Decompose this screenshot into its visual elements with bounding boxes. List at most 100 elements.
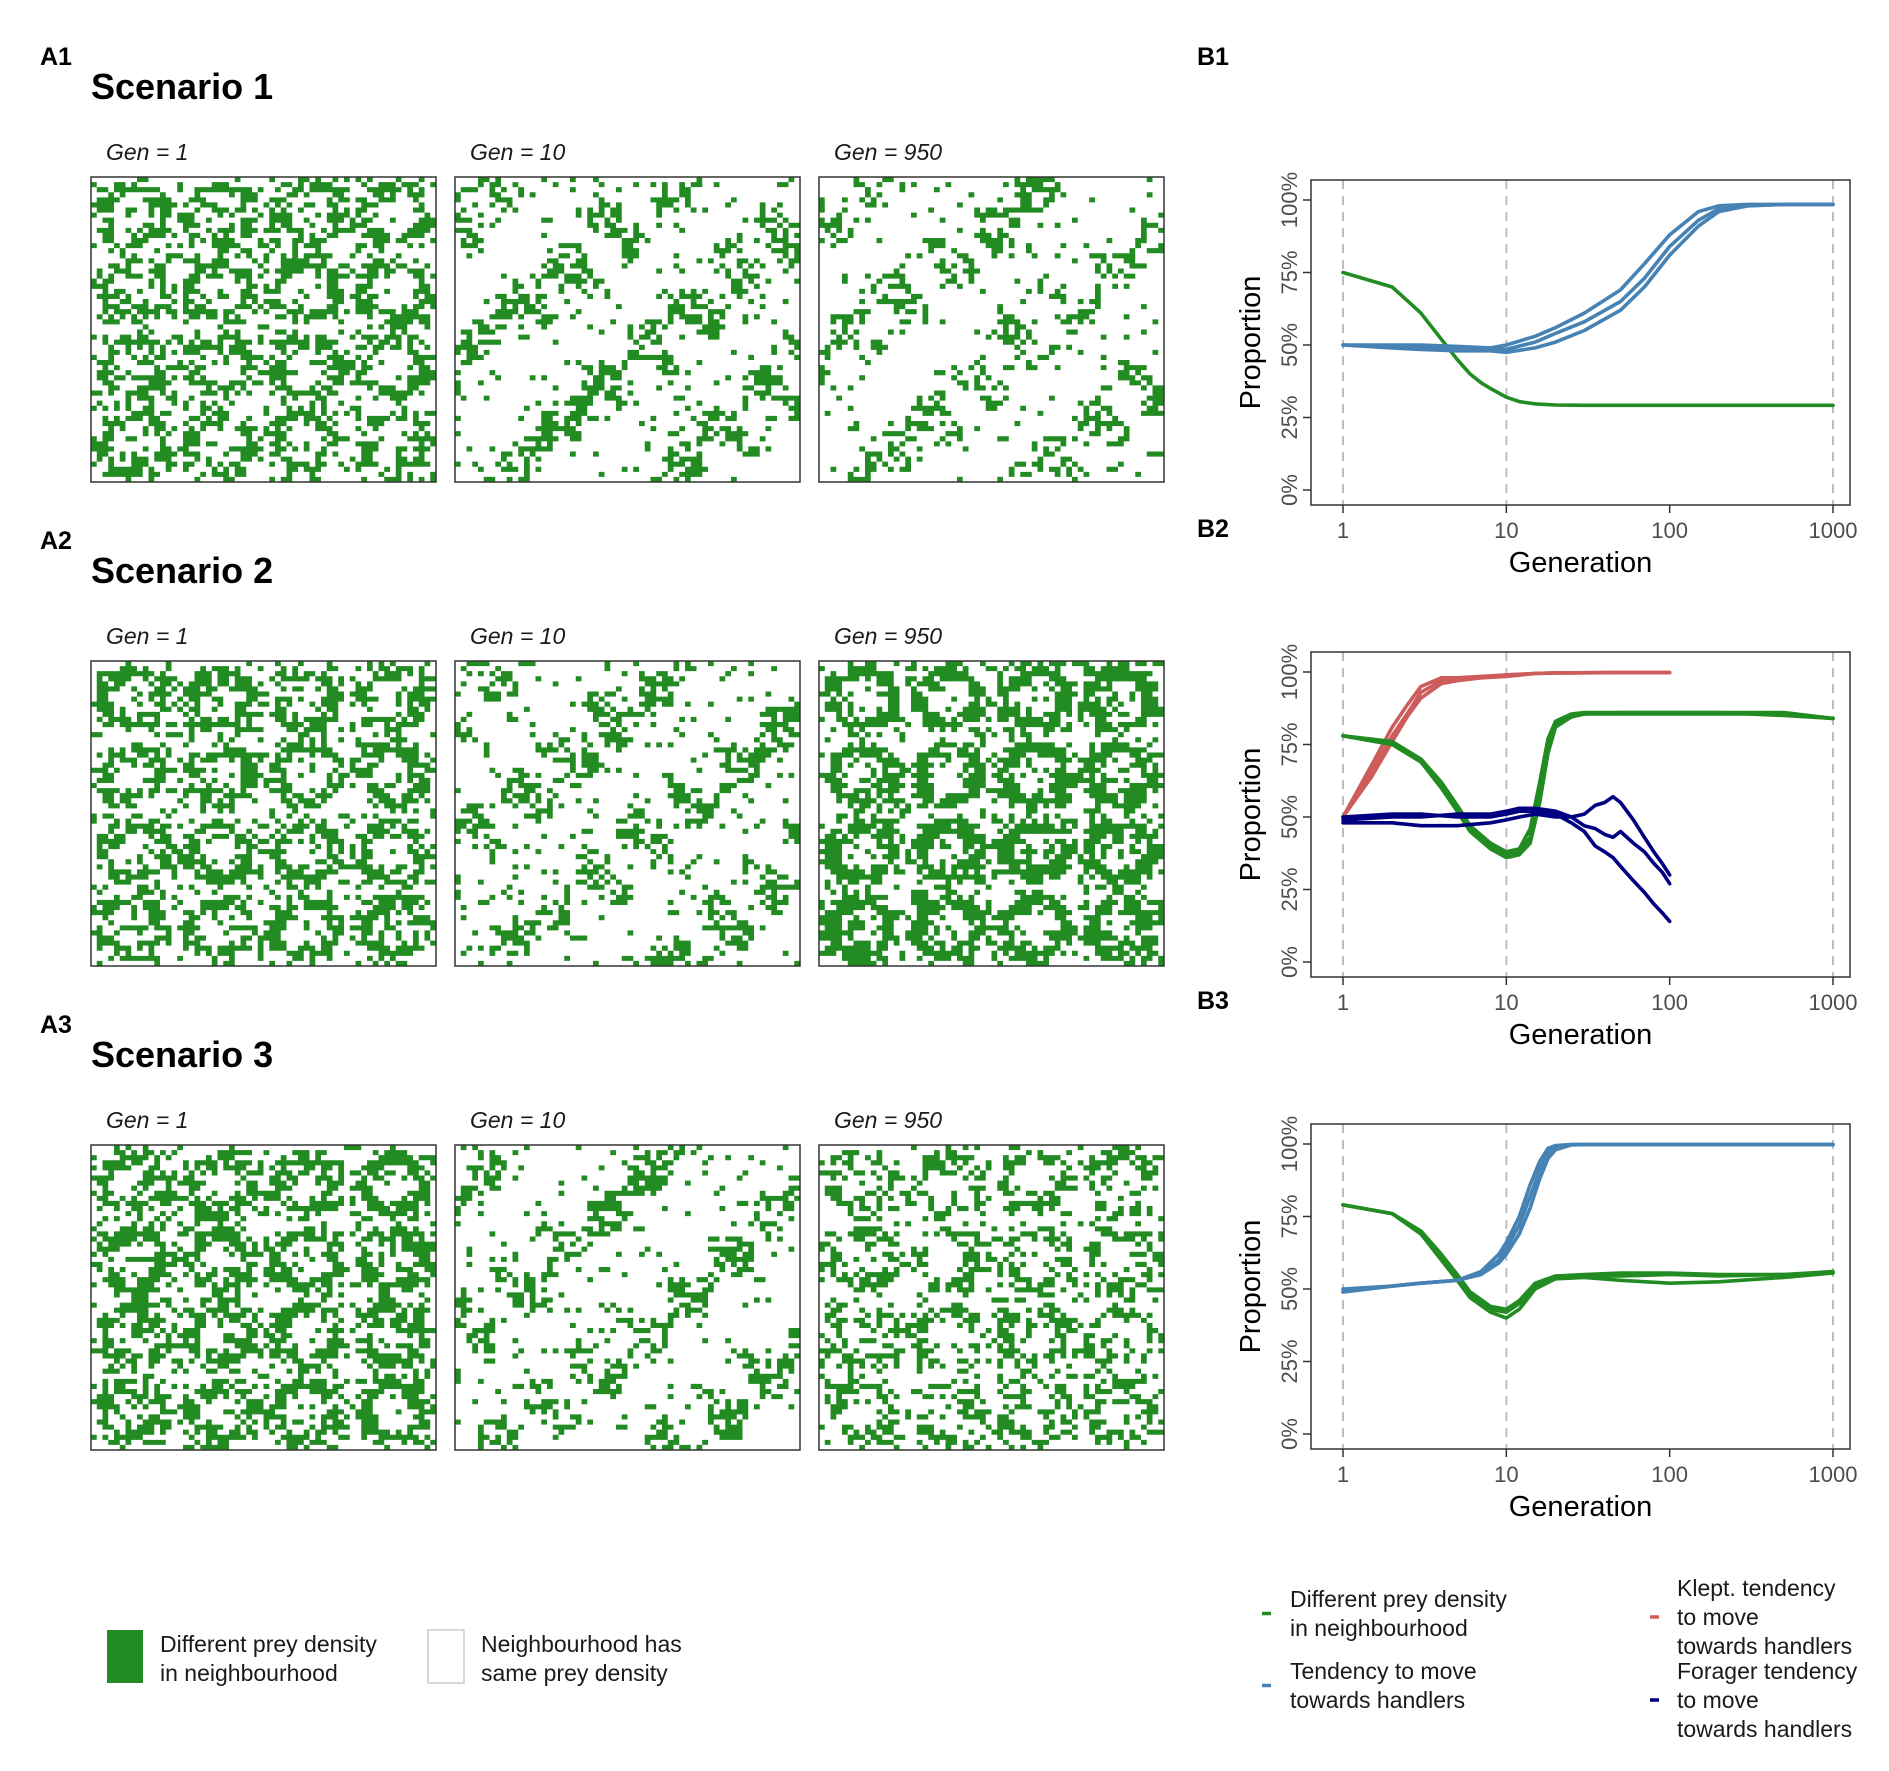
x-axis-title: Generation (1509, 1019, 1653, 1051)
grid-legend: Different prey density in neighbourhood Ne… (107, 1629, 682, 1686)
grid-border (90, 1144, 437, 1451)
panel-letter-a2: A2 (40, 527, 72, 555)
grid-panel: Gen = 10 (454, 1107, 801, 1451)
gen-label: Gen = 1 (106, 139, 188, 165)
x-tick-label: 100 (1651, 990, 1688, 1015)
y-tick-label: 50% (1277, 323, 1302, 367)
legend-label: Tendency to move (1290, 1658, 1477, 1684)
grid-border (818, 1144, 1165, 1451)
x-tick-label: 10 (1494, 990, 1518, 1015)
gen-label: Gen = 950 (834, 623, 942, 649)
grid-panel: Gen = 950 (818, 139, 1165, 483)
grid-cells (455, 1145, 800, 1450)
line-charts: B1 0% 25% 50% 75% 100% 1 10 100 1000 Generation Pro… (1197, 43, 1857, 1523)
x-tick-label: 1 (1337, 990, 1349, 1015)
grid-border (454, 176, 801, 483)
series-line (1341, 1203, 1835, 1320)
grid-cells (455, 661, 800, 966)
grid-border (818, 176, 1165, 483)
legend-label: Different prey density (160, 1631, 377, 1657)
plot-area (1310, 1123, 1851, 1450)
grid-panel: Gen = 1 (90, 623, 437, 967)
series-line (1341, 202, 1835, 352)
series-line (1341, 202, 1835, 355)
legend-label: Neighbourhood has (481, 1631, 682, 1657)
y-tick-label: 100% (1277, 1116, 1302, 1172)
y-tick-label: 75% (1277, 722, 1302, 766)
x-tick-label: 1000 (1809, 518, 1858, 543)
grid-cells (819, 661, 1164, 966)
gen-label: Gen = 10 (470, 1107, 565, 1133)
y-tick-label: 75% (1277, 250, 1302, 294)
series-line (1341, 806, 1672, 886)
grid-border (818, 660, 1165, 967)
grid-border (454, 660, 801, 967)
series-line (1341, 1142, 1835, 1291)
y-tick-label: 100% (1277, 172, 1302, 228)
series-line (1341, 794, 1672, 877)
legend-label: Different prey density (1290, 1586, 1507, 1612)
line-legend-item: Klept. tendency to move towards handlers (1650, 1575, 1852, 1659)
panel-letter-a3: A3 (40, 1011, 72, 1039)
gen-label: Gen = 1 (106, 623, 188, 649)
legend-label: towards handlers (1677, 1633, 1852, 1659)
panel-letter-b3: B3 (1197, 987, 1229, 1015)
grid-panel: Gen = 1 (90, 1107, 437, 1451)
y-axis-title: Proportion (1235, 1220, 1267, 1354)
legend-swatch (427, 1629, 465, 1684)
scenario-title: Scenario 1 (91, 66, 273, 107)
scenario-title: Scenario 3 (91, 1034, 273, 1075)
grid-panel: Gen = 950 (818, 623, 1165, 967)
chart-b1: B1 0% 25% 50% 75% 100% 1 10 100 1000 Generation Pro… (1197, 43, 1857, 579)
grid-cells (819, 177, 1164, 482)
scenario-1: A1 Scenario 1 Gen = 1 Gen = 10 Gen = 950 (40, 43, 1165, 483)
grid-panel: Gen = 10 (454, 139, 801, 483)
line-legend-item: Forager tendency to move towards handlers (1650, 1658, 1858, 1742)
legend-label: to move (1677, 1604, 1759, 1630)
grid-legend-item: Different prey density in neighbourhood (107, 1630, 377, 1686)
grid-cells (455, 177, 800, 482)
x-axis-title: Generation (1509, 547, 1653, 579)
series-line (1341, 712, 1835, 860)
legend-label: towards handlers (1677, 1716, 1852, 1742)
legend-label: to move (1677, 1687, 1759, 1713)
grid-panel: Gen = 1 (90, 139, 437, 483)
legend-label: same prey density (481, 1660, 668, 1686)
panel-letter-b2: B2 (1197, 515, 1229, 543)
chart-b3: B3 0% 25% 50% 75% 100% 1 10 100 1000 Generation Pro… (1197, 987, 1857, 1523)
x-tick-label: 100 (1651, 518, 1688, 543)
x-tick-label: 1 (1337, 1462, 1349, 1487)
series-line (1341, 1203, 1835, 1314)
legend-label: Klept. tendency (1677, 1575, 1836, 1601)
gen-label: Gen = 10 (470, 623, 565, 649)
legend-swatch (107, 1630, 143, 1683)
grid-border (90, 176, 437, 483)
y-tick-label: 0% (1277, 1418, 1302, 1450)
y-tick-label: 25% (1277, 395, 1302, 439)
x-tick-label: 1000 (1809, 1462, 1858, 1487)
x-axis-title: Generation (1509, 1491, 1653, 1523)
grid-legend-item: Neighbourhood has same prey density (427, 1629, 682, 1686)
y-axis-title: Proportion (1235, 748, 1267, 882)
y-axis-title: Proportion (1235, 276, 1267, 410)
plot-area (1310, 179, 1851, 506)
series-line (1341, 1203, 1835, 1312)
series-line (1341, 270, 1835, 408)
line-legend-item: Tendency to move towards handlers (1262, 1658, 1477, 1713)
x-tick-label: 1 (1337, 518, 1349, 543)
series-line (1341, 710, 1835, 857)
x-tick-label: 100 (1651, 1462, 1688, 1487)
line-legend: Different prey density in neighbourhood Te… (1262, 1575, 1858, 1742)
series-line (1341, 1142, 1835, 1294)
grid-panel: Gen = 10 (454, 623, 801, 967)
scenario-title: Scenario 2 (91, 550, 273, 591)
legend-label: Forager tendency (1677, 1658, 1858, 1684)
line-legend-item: Different prey density in neighbourhood (1262, 1586, 1507, 1641)
legend-label: in neighbourhood (1290, 1615, 1468, 1641)
series-line (1341, 202, 1835, 350)
scenario-2: A2 Scenario 2 Gen = 1 Gen = 10 Gen = 950 (40, 527, 1165, 967)
y-tick-label: 50% (1277, 1267, 1302, 1311)
x-tick-label: 1000 (1809, 990, 1858, 1015)
panel-letter-b1: B1 (1197, 43, 1229, 71)
grid-cells (91, 1145, 436, 1450)
